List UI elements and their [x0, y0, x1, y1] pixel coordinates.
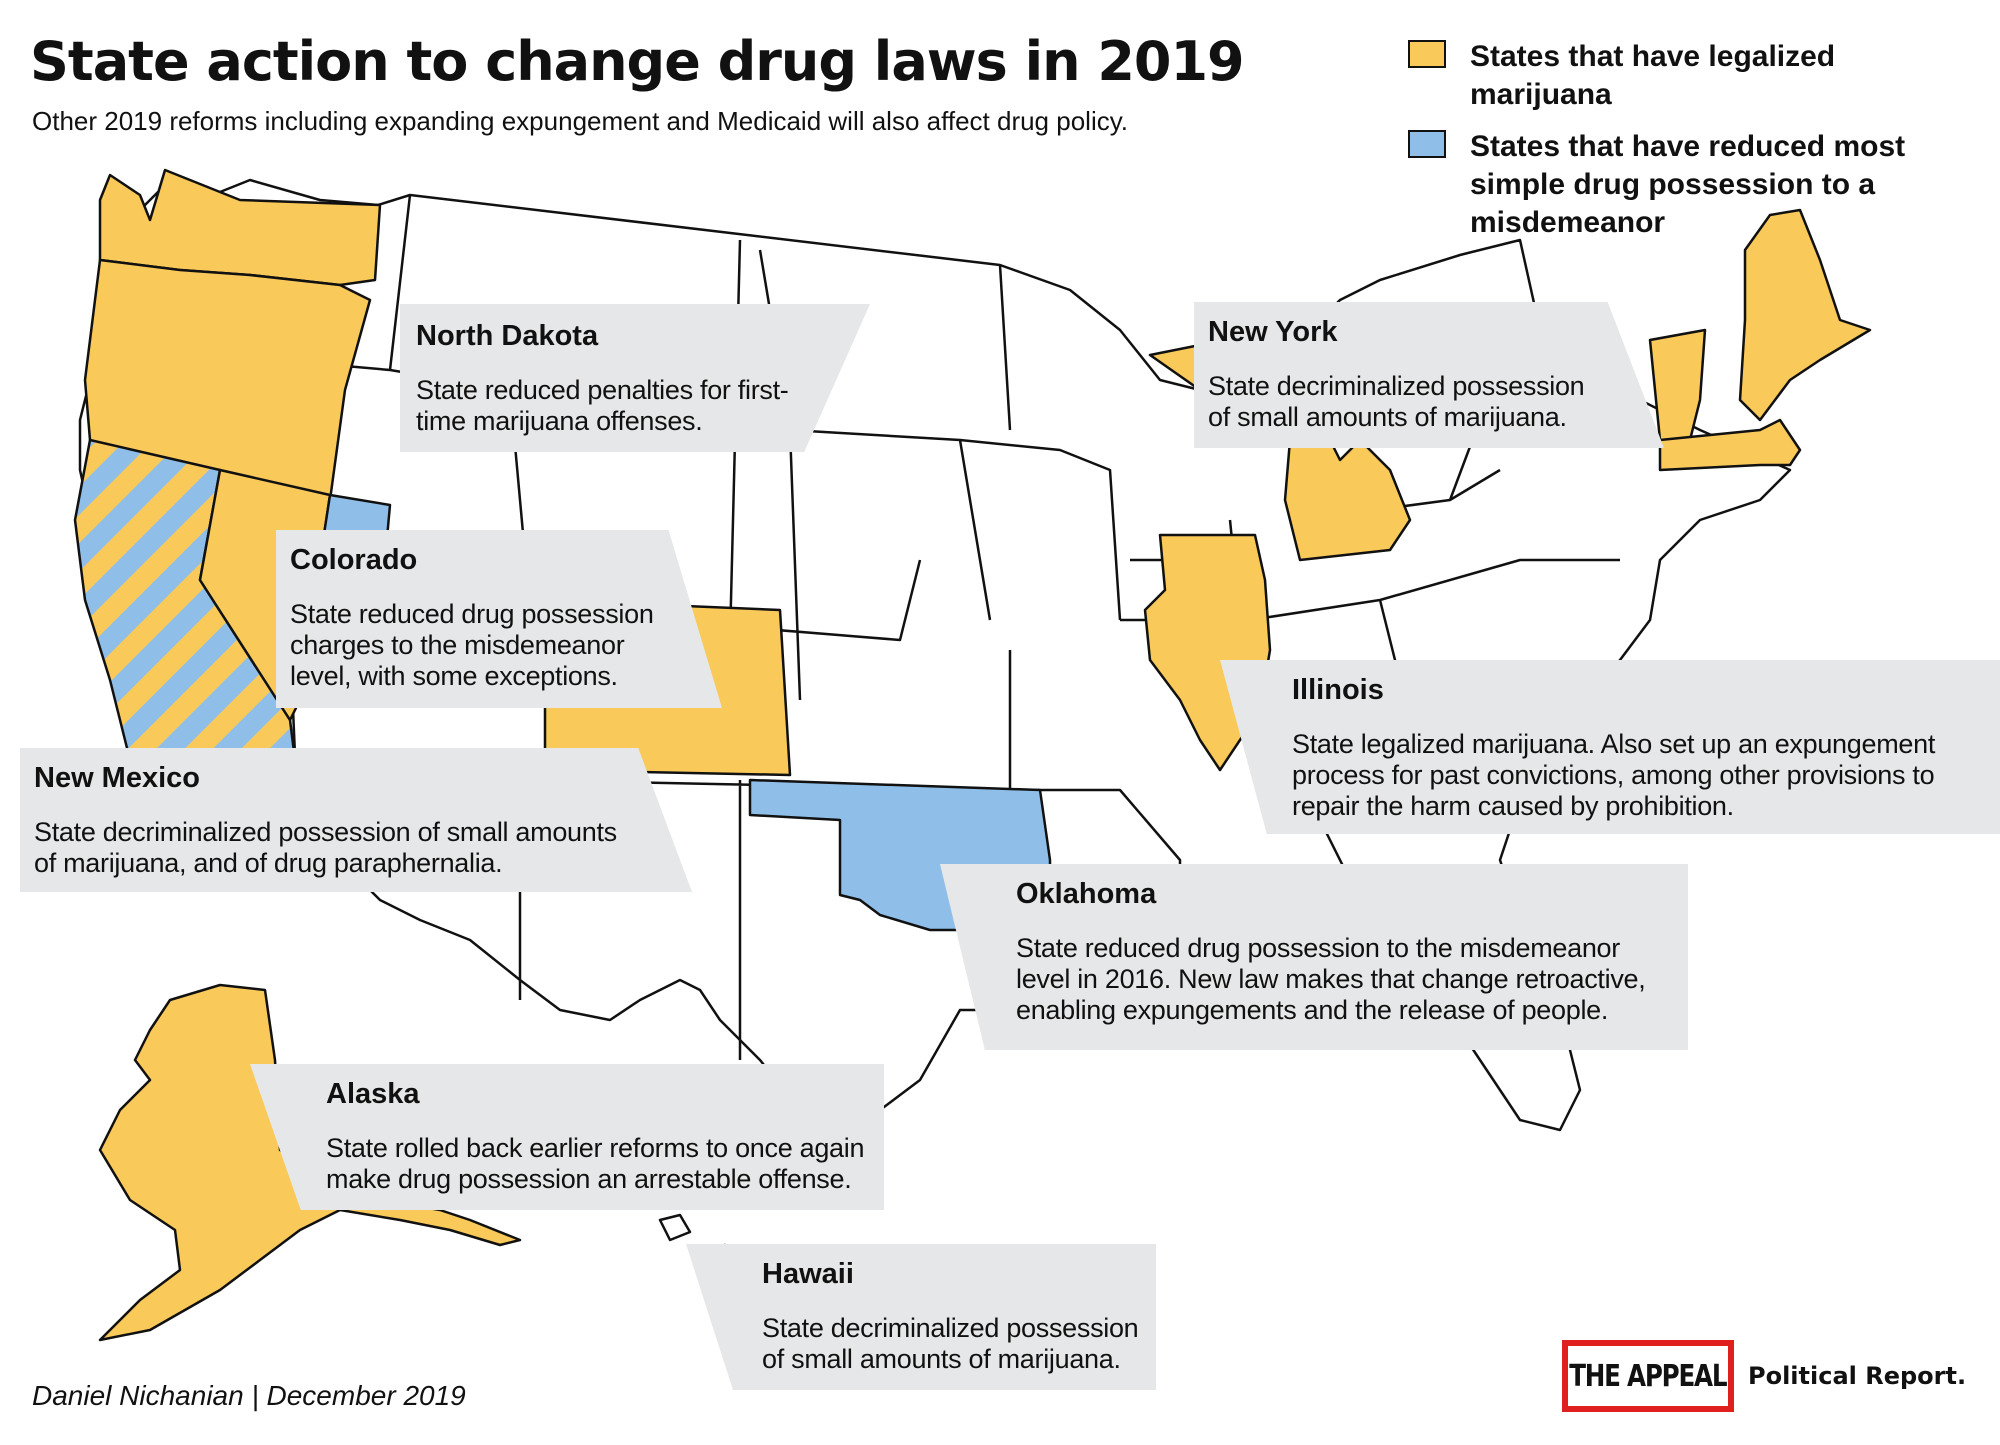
callout-title: North Dakota — [416, 320, 599, 352]
legend-swatch-legalized — [1408, 40, 1446, 68]
callout-title: Hawaii — [762, 1258, 854, 1290]
callout-illinois: Illinois State legalized marijuana. Also… — [1220, 660, 2000, 834]
callout-body: State reduced drug possession charges to… — [290, 599, 654, 691]
callout-new-york: New York State decriminalized possession… — [1194, 302, 1664, 448]
legend-label: States that have reduced most simple dru… — [1470, 130, 1906, 239]
callout-body: State rolled back earlier reforms to onc… — [326, 1133, 865, 1194]
logo-subtitle: Political Report. — [1748, 1362, 1967, 1390]
callout-north-dakota: North Dakota State reduced penalties for… — [400, 304, 870, 452]
callout-hawaii: Hawaii State decriminalized possession o… — [686, 1244, 1156, 1390]
state-maine — [1738, 208, 1872, 422]
state-vermont — [1648, 328, 1707, 442]
callout-new-mexico: New Mexico State decriminalized possessi… — [20, 748, 692, 892]
legend-swatch-misdemeanor — [1408, 130, 1446, 158]
callout-body: State decriminalized possession of small… — [1208, 371, 1585, 432]
callout-body: State decriminalized possession of small… — [34, 817, 617, 878]
legend-item-legalized: States that have legalized marijuana — [1408, 38, 1970, 114]
logo-text: THE APPEAL — [1569, 1358, 1727, 1394]
callout-title: New York — [1208, 316, 1338, 348]
callout-title: New Mexico — [34, 762, 200, 794]
legend: States that have legalized marijuana Sta… — [1408, 38, 1970, 256]
callout-title: Colorado — [290, 544, 418, 576]
legend-label: States that have legalized marijuana — [1470, 40, 1836, 111]
page-subtitle: Other 2019 reforms including expanding e… — [32, 106, 1129, 136]
state-massachusetts — [1658, 418, 1802, 472]
page-title: State action to change drug laws in 2019 — [30, 30, 1245, 93]
the-appeal-logo: THE APPEAL — [1562, 1340, 1734, 1412]
callout-title: Oklahoma — [1016, 878, 1157, 910]
legend-item-misdemeanor: States that have reduced most simple dru… — [1408, 128, 1970, 242]
callout-colorado: Colorado State reduced drug possession c… — [276, 530, 722, 708]
callout-body: State reduced penalties for first-time m… — [416, 375, 789, 436]
state-oregon — [83, 258, 372, 502]
callout-body: State legalized marijuana. Also set up a… — [1292, 729, 1936, 821]
callout-title: Illinois — [1292, 674, 1384, 706]
callout-alaska: Alaska State rolled back earlier reforms… — [250, 1064, 884, 1210]
callout-title: Alaska — [326, 1078, 420, 1110]
callout-oklahoma: Oklahoma State reduced drug possession t… — [940, 864, 1688, 1050]
callout-body: State reduced drug possession to the mis… — [1016, 933, 1646, 1025]
byline: Daniel Nichanian | December 2019 — [32, 1380, 466, 1411]
callout-body: State decriminalized possession of small… — [762, 1313, 1139, 1374]
